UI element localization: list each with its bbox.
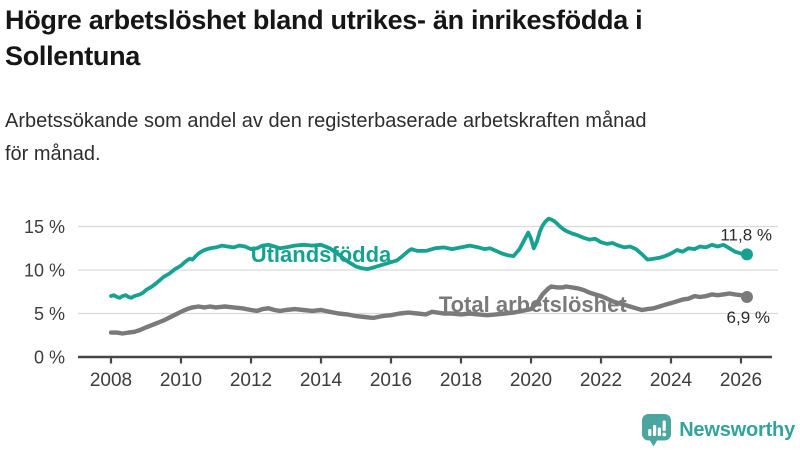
y-tick-label-5: 5 % bbox=[34, 304, 65, 324]
logo-exclamation-dot bbox=[662, 432, 667, 437]
series-line-utlandsfodda bbox=[109, 216, 749, 300]
x-tick-label-2008: 2008 bbox=[90, 370, 132, 391]
series-end-dot-utlandsfodda bbox=[740, 248, 753, 261]
x-tick-label-2020: 2020 bbox=[510, 370, 552, 391]
series-label-total-arbetsloshet: Total arbetslöshet bbox=[439, 292, 628, 317]
page-title: Högre arbetslöshet bland utrikes- än inr… bbox=[5, 2, 643, 74]
newsworthy-logo: Newsworthy bbox=[641, 413, 795, 447]
page-title-line-2: Sollentuna bbox=[5, 41, 141, 71]
chart-subtitle: Arbetssökande som andel av den registerb… bbox=[5, 105, 647, 171]
newsworthy-bar-chart-speech-bubble-icon bbox=[642, 414, 672, 447]
x-tick-label-2012: 2012 bbox=[230, 370, 272, 391]
x-tick-label-2016: 2016 bbox=[370, 370, 412, 391]
logo-exclamation-bar bbox=[662, 420, 666, 431]
logo-bar-3 bbox=[657, 427, 662, 436]
x-tick-label-2022: 2022 bbox=[580, 370, 622, 391]
logo-bar-1 bbox=[648, 429, 652, 436]
end-value-label-total-arbetsloshet: 6,9 % bbox=[727, 308, 770, 327]
x-tick-label-2026: 2026 bbox=[720, 370, 762, 391]
y-tick-label-10: 10 % bbox=[24, 261, 65, 281]
x-tick-label-2014: 2014 bbox=[300, 370, 343, 391]
y-tick-label-15: 15 % bbox=[24, 217, 65, 237]
series-line-total-arbetsloshet bbox=[108, 284, 750, 336]
x-tick-label-2024: 2024 bbox=[650, 370, 693, 391]
logo-bubble-tail bbox=[649, 439, 659, 447]
newsworthy-wordmark: Newsworthy bbox=[679, 418, 795, 441]
logo-bar-2 bbox=[653, 425, 657, 436]
x-tick-label-2010: 2010 bbox=[160, 370, 202, 391]
series-end-dot-total-arbetsloshet bbox=[740, 290, 753, 303]
series-label-utlandsfodda: Utlandsfödda bbox=[251, 242, 392, 267]
x-tick-label-2018: 2018 bbox=[440, 370, 482, 391]
chart-subtitle-line-1: Arbetssökande som andel av den registerb… bbox=[5, 110, 647, 132]
logo-bubble bbox=[642, 414, 672, 441]
end-value-label-utlandsfodda: 11,8 % bbox=[720, 225, 772, 244]
chart-subtitle-line-2: för månad. bbox=[5, 143, 101, 165]
y-tick-label-0: 0 % bbox=[34, 348, 65, 368]
page-title-line-1: Högre arbetslöshet bland utrikes- än inr… bbox=[5, 5, 643, 35]
